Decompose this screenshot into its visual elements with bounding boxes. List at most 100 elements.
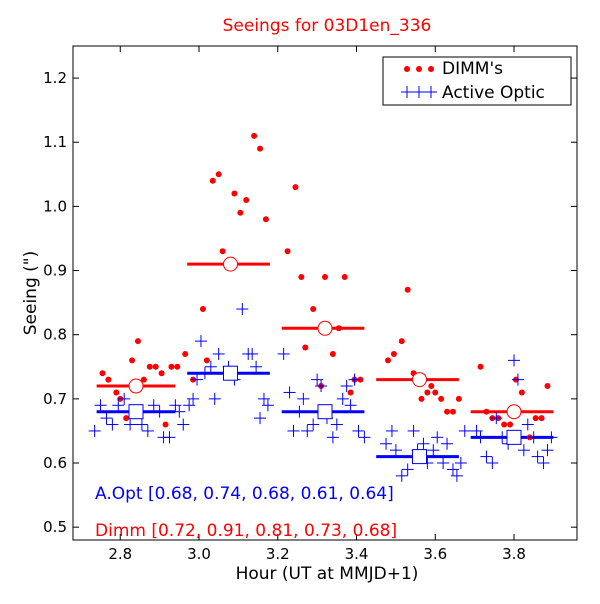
dimm-point — [158, 370, 165, 377]
active-optic-point — [187, 392, 200, 405]
active-optic-point — [208, 392, 221, 405]
active-optic-point — [454, 457, 467, 470]
dimm-point — [209, 177, 216, 184]
active-optic-median-marker — [317, 404, 333, 420]
dimm-point — [483, 408, 490, 415]
dimm-point — [518, 389, 525, 396]
dimm-median-marker — [506, 404, 522, 420]
active-optic-point — [198, 367, 211, 380]
dimm-point — [105, 376, 112, 383]
dimm-point — [140, 376, 147, 383]
dimm-point — [284, 248, 291, 255]
active-optic-point — [293, 405, 306, 418]
active-optic-point — [246, 347, 259, 360]
dimm-point — [532, 415, 539, 422]
active-optic-point — [474, 431, 487, 444]
active-optic-point — [301, 424, 314, 437]
active-optic-point — [106, 418, 119, 431]
dimm-point — [329, 350, 336, 357]
active-optic-point — [135, 418, 148, 431]
y-tick-label: 1.1 — [43, 133, 67, 151]
legend-dimm-dot — [404, 66, 410, 72]
active-optic-point — [344, 399, 357, 412]
active-optic-point — [490, 412, 503, 425]
dimm-point — [418, 395, 425, 402]
active-optic-point — [407, 424, 420, 437]
active-optic-point — [254, 412, 267, 425]
series-dimm — [99, 132, 551, 441]
dimm-point — [298, 273, 305, 280]
legend-dimm-dot — [428, 66, 434, 72]
legend-dimm-label: DIMM's — [442, 59, 503, 79]
active-optic-point — [496, 431, 509, 444]
active-optic-point — [527, 431, 540, 444]
y-tick-label: 0.7 — [43, 390, 67, 408]
active-optic-point — [385, 424, 398, 437]
active-optic-point — [94, 399, 107, 412]
dimm-point — [449, 408, 456, 415]
dimm-point — [219, 248, 226, 255]
active-optic-point — [183, 399, 196, 412]
active-optic-point — [511, 373, 524, 386]
active-optic-point — [163, 431, 176, 444]
dimm-point — [152, 363, 159, 370]
active-optic-point — [348, 373, 361, 386]
active-optic-point — [395, 469, 408, 482]
dimm-point — [322, 273, 328, 280]
active-optic-median-marker — [128, 404, 144, 420]
dimm-point — [544, 383, 551, 390]
active-optic-point — [352, 424, 365, 437]
active-optic-median-marker — [506, 429, 522, 445]
dimm-point — [182, 350, 189, 357]
active-optic-point — [287, 424, 300, 437]
y-tick-label: 0.6 — [43, 454, 67, 472]
x-tick-label: 3.0 — [187, 545, 211, 563]
active-optic-point — [517, 444, 530, 457]
y-tick-label: 0.8 — [43, 326, 67, 344]
active-optic-point — [311, 373, 324, 386]
legend-dimm-dot — [416, 66, 422, 72]
dimm-point — [432, 389, 439, 396]
active-optic-median-marker — [412, 449, 427, 465]
active-optic-point — [169, 399, 182, 412]
dimm-median-marker — [317, 320, 333, 336]
active-optic-point — [257, 392, 270, 405]
active-optic-point — [537, 457, 550, 470]
median-markers — [128, 256, 522, 465]
active-optic-point — [336, 392, 349, 405]
dimm-point — [398, 338, 405, 345]
active-optic-point — [88, 424, 101, 437]
dimm-point — [310, 306, 317, 313]
active-optic-point — [427, 444, 440, 457]
active-optic-point — [417, 437, 430, 450]
active-optic-point — [437, 457, 450, 470]
dimm-point — [347, 389, 354, 396]
annotation-aopt: A.Opt [0.68, 0.74, 0.68, 0.61, 0.64] — [95, 484, 394, 504]
active-optic-point — [480, 450, 493, 463]
active-optic-median-marker — [223, 365, 238, 381]
active-optic-point — [508, 354, 520, 367]
active-optic-point — [389, 444, 402, 457]
chart-title: Seeings for 03D1en_336 — [223, 16, 432, 36]
dimm-median-marker — [223, 256, 238, 272]
active-optic-point — [212, 347, 225, 360]
active-optic-point — [450, 469, 463, 482]
active-optic-point — [545, 431, 558, 444]
active-optic-point — [441, 437, 454, 450]
active-optic-point — [340, 380, 353, 393]
dimm-point — [99, 370, 106, 377]
annotation-dimm: Dimm [0.72, 0.91, 0.81, 0.73, 0.68] — [95, 521, 397, 541]
active-optic-point — [431, 431, 444, 444]
dimm-point — [257, 145, 264, 152]
dimm-point — [438, 395, 445, 402]
dimm-point — [168, 363, 175, 370]
active-optic-point — [100, 412, 113, 425]
active-optic-point — [112, 399, 125, 412]
y-tick-label: 0.9 — [43, 262, 67, 280]
legend-active-optic-marker — [401, 86, 437, 98]
legend-box — [382, 56, 572, 106]
dimm-point — [385, 357, 391, 364]
active-optic-point — [486, 457, 499, 470]
legend-dimm-marker — [404, 66, 434, 72]
